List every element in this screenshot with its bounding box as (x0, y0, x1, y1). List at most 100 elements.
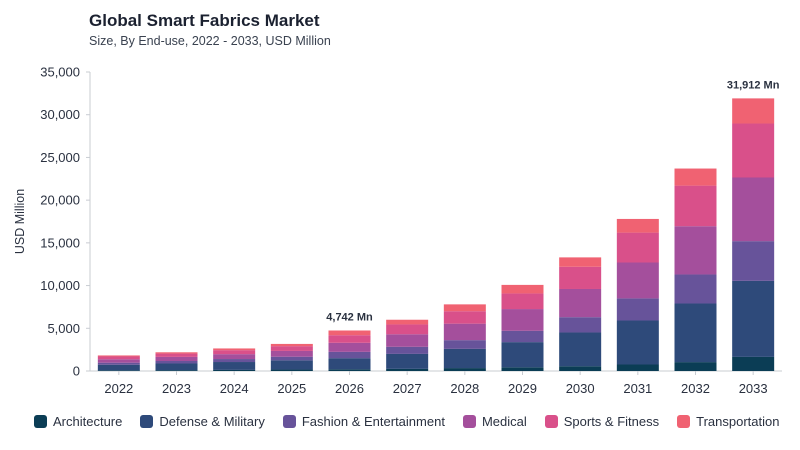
bar-segment-sports-fitness-2025 (270, 346, 313, 351)
bar-segment-defense-military-2030 (559, 332, 602, 367)
bar-segment-fashion-entertainment-2023 (155, 361, 198, 364)
x-tick-label: 2033 (739, 381, 768, 396)
legend-item: Architecture (34, 414, 122, 429)
y-tick-label: 15,000 (40, 235, 80, 250)
bar-segment-architecture-2033 (732, 356, 775, 371)
bar-segment-transportation-2030 (559, 257, 602, 267)
bar-segment-sports-fitness-2026 (328, 335, 371, 343)
bar-segment-defense-military-2031 (616, 320, 659, 365)
legend-label: Fashion & Entertainment (301, 414, 445, 429)
x-tick-label: 2023 (162, 381, 191, 396)
bar-segment-sports-fitness-2029 (501, 293, 544, 310)
bar-segment-transportation-2024 (213, 348, 256, 351)
legend-item: Fashion & Entertainment (282, 414, 445, 429)
legend-label: Transportation (696, 414, 780, 429)
legend-swatch (544, 415, 558, 428)
x-tick-label: 2029 (508, 381, 537, 396)
bar-segment-defense-military-2025 (270, 360, 313, 370)
chart-subtitle: Size, By End-use, 2022 - 2033, USD Milli… (89, 34, 331, 48)
x-tick-label: 2031 (623, 381, 652, 396)
bar-segment-fashion-entertainment-2028 (443, 340, 486, 349)
bar-segment-transportation-2029 (501, 284, 544, 294)
legend-swatch (462, 415, 476, 428)
bar-segment-fashion-entertainment-2027 (386, 346, 429, 354)
bar-segment-defense-military-2023 (155, 363, 198, 371)
y-tick-label: 5,000 (47, 321, 80, 336)
x-tick-label: 2022 (104, 381, 133, 396)
bar-segment-defense-military-2024 (213, 362, 256, 370)
legend-label: Medical (481, 414, 527, 429)
legend-swatch (282, 415, 296, 428)
bar-segment-medical-2023 (155, 356, 198, 362)
bar-segment-architecture-2032 (674, 362, 717, 371)
bar-segment-fashion-entertainment-2024 (213, 359, 256, 363)
bar-segment-sports-fitness-2031 (616, 232, 659, 263)
bar-segment-medical-2022 (97, 359, 140, 363)
bar-segment-defense-military-2026 (328, 358, 371, 370)
bar-segment-medical-2031 (616, 262, 659, 299)
bar-total-label: 4,742 Mn (326, 311, 373, 323)
bar-total-label: 31,912 Mn (727, 79, 780, 91)
bar-segment-transportation-2033 (732, 98, 775, 124)
legend-item: Sports & Fitness (544, 414, 660, 429)
bar-segment-architecture-2028 (443, 368, 486, 371)
stacked-bar-chart: 0 5,000 10,000 15,000 20,000 25,000 30,000 35,0… (13, 65, 782, 396)
bar-segment-sports-fitness-2030 (559, 266, 602, 289)
bar-segment-architecture-2022 (97, 370, 140, 371)
bar-segment-architecture-2030 (559, 366, 602, 371)
legend-item: Transportation (677, 414, 779, 429)
bar-segment-fashion-entertainment-2029 (501, 330, 544, 343)
y-tick-label: 0 (73, 364, 80, 379)
bar-segment-fashion-entertainment-2031 (616, 298, 659, 321)
legend-label: Architecture (53, 414, 123, 429)
x-tick-label: 2028 (450, 381, 479, 396)
bar-segment-medical-2028 (443, 323, 486, 341)
legend-swatch (677, 415, 691, 428)
bar-segment-sports-fitness-2022 (97, 356, 140, 360)
bar-segment-fashion-entertainment-2025 (270, 356, 313, 361)
bar-segment-sports-fitness-2032 (674, 185, 717, 227)
bar-segment-architecture-2023 (155, 370, 198, 371)
bar-segment-sports-fitness-2033 (732, 123, 775, 178)
bar-segment-fashion-entertainment-2022 (97, 362, 140, 365)
bar-segment-medical-2033 (732, 177, 775, 242)
x-tick-label: 2024 (220, 381, 249, 396)
x-tick-label: 2025 (277, 381, 306, 396)
bar-segment-sports-fitness-2024 (213, 350, 256, 355)
bar-segment-medical-2026 (328, 342, 371, 352)
y-tick-label: 20,000 (40, 193, 80, 208)
bar-segment-transportation-2027 (386, 319, 429, 325)
bar-segment-fashion-entertainment-2030 (559, 317, 602, 333)
bar-segment-fashion-entertainment-2026 (328, 351, 371, 359)
bar-segment-medical-2025 (270, 350, 313, 357)
bar-segment-fashion-entertainment-2033 (732, 241, 775, 281)
bar-segment-transportation-2028 (443, 304, 486, 312)
bar-segment-architecture-2026 (328, 369, 371, 371)
y-tick-label: 10,000 (40, 278, 80, 293)
bar-segment-medical-2027 (386, 334, 429, 347)
legend-swatch (34, 415, 47, 428)
legend-label: Sports & Fitness (563, 414, 660, 429)
bar-segment-defense-military-2032 (674, 303, 717, 363)
y-tick-label: 25,000 (40, 150, 80, 165)
bar-segment-fashion-entertainment-2032 (674, 274, 717, 304)
legend-item: Defense & Military (140, 414, 265, 429)
legend-label: Defense & Military (159, 414, 265, 429)
bar-segment-transportation-2023 (155, 352, 198, 354)
bar-segment-medical-2024 (213, 354, 256, 360)
legend-item: Medical (462, 414, 527, 429)
bar-segment-sports-fitness-2028 (443, 311, 486, 324)
chart-title: Global Smart Fabrics Market (89, 11, 320, 30)
x-tick-label: 2032 (681, 381, 710, 396)
bar-segment-architecture-2025 (270, 369, 313, 371)
bar-segment-architecture-2031 (616, 364, 659, 371)
bar-segment-defense-military-2029 (501, 342, 544, 368)
bar-segment-transportation-2031 (616, 218, 659, 233)
bar-segment-medical-2032 (674, 226, 717, 275)
y-axis-title: USD Million (13, 189, 27, 254)
bar-segment-transportation-2022 (97, 355, 140, 357)
x-tick-label: 2030 (566, 381, 595, 396)
legend-swatch (140, 415, 154, 428)
y-tick-label: 35,000 (40, 65, 80, 80)
bar-segment-transportation-2032 (674, 168, 717, 186)
